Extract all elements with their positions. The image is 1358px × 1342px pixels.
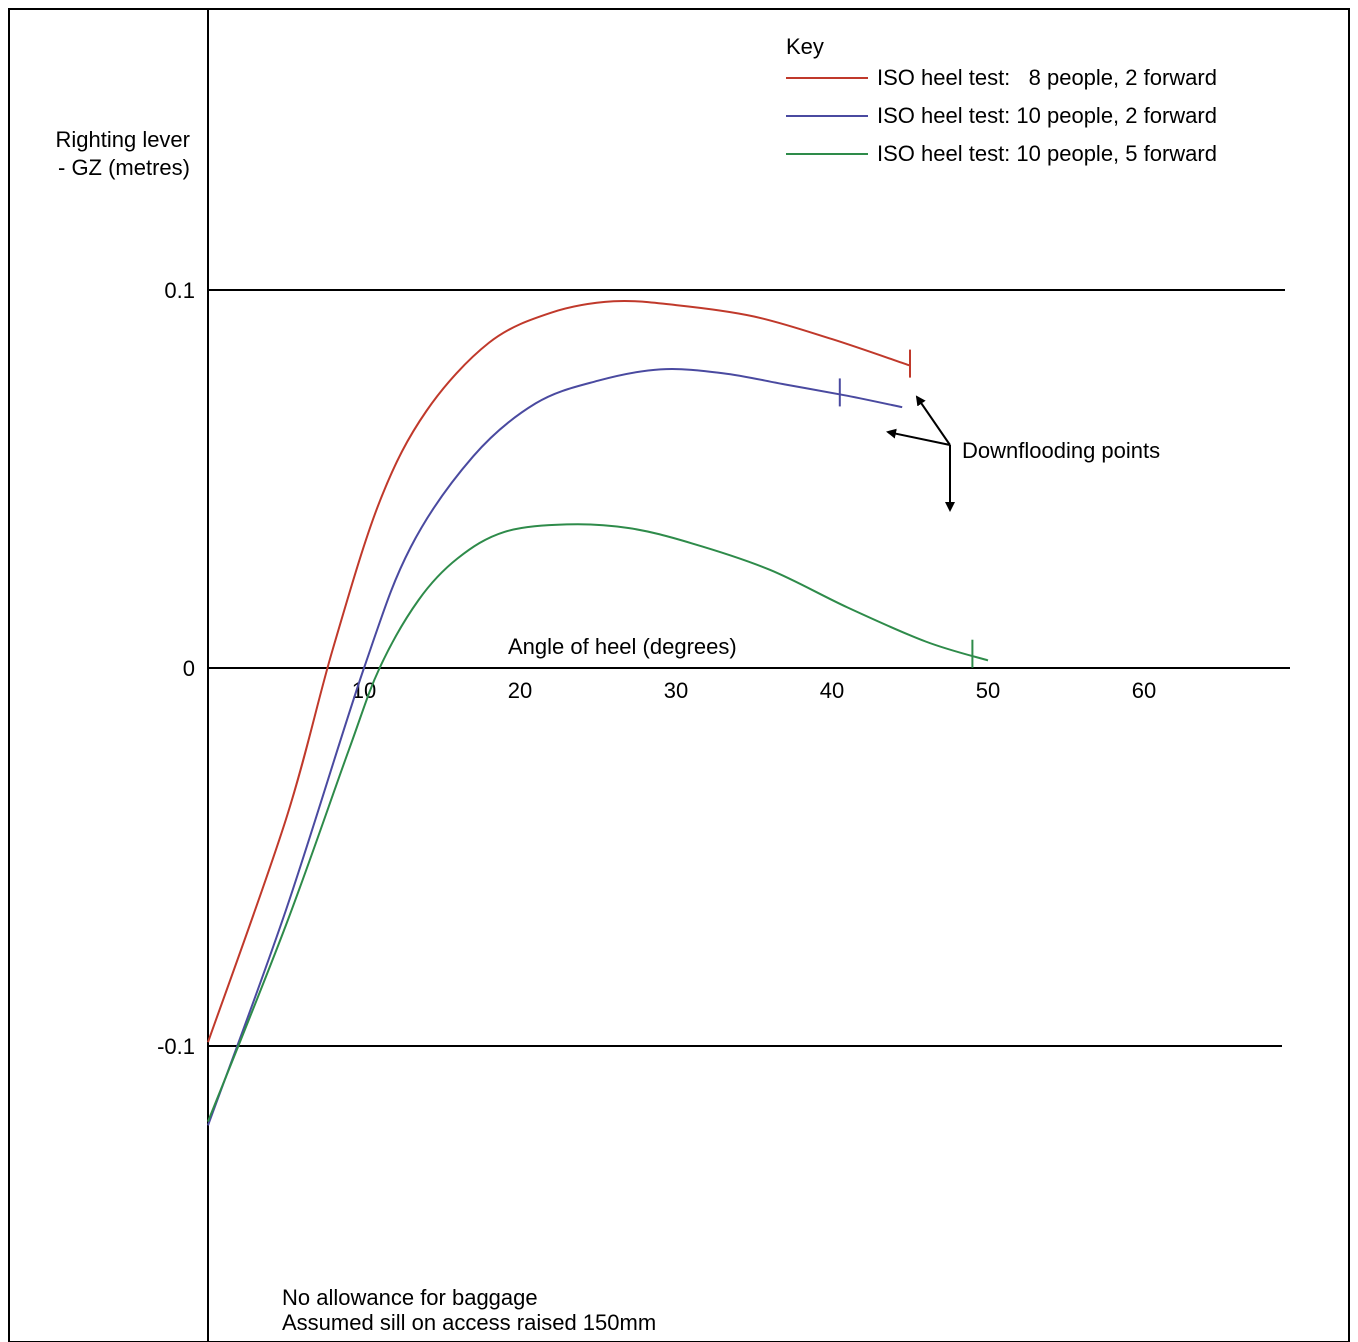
legend-label-1: ISO heel test: 8 people, 2 forward (877, 65, 1217, 90)
legend-title: Key (786, 34, 824, 59)
series-line-1 (207, 300, 911, 1043)
downflooding-annotation: Downflooding points (886, 395, 1160, 512)
downflooding-marks (838, 349, 974, 668)
downflooding-label: Downflooding points (962, 438, 1160, 463)
x-tick-label: 50 (976, 678, 1000, 703)
legend-label-3: ISO heel test: 10 people, 5 forward (877, 141, 1217, 166)
x-tick-labels: 10 20 30 40 50 60 (352, 678, 1156, 703)
y-axis-label-line2: - GZ (metres) (58, 155, 190, 180)
y-tick-label: 0 (183, 656, 195, 681)
x-tick-label: 40 (820, 678, 844, 703)
x-tick-label: 60 (1132, 678, 1156, 703)
series-lines (207, 300, 989, 1126)
x-axis-label: Angle of heel (degrees) (508, 634, 737, 659)
y-tick-labels: 0.1 0 -0.1 (157, 278, 195, 1059)
arrow-up-left (915, 395, 951, 446)
series-line-2 (207, 368, 903, 1126)
legend: Key ISO heel test: 8 people, 2 forward I… (786, 34, 1217, 166)
chart-frame (8, 8, 1350, 1342)
y-tick-label: 0.1 (164, 278, 195, 303)
note-line2: Assumed sill on access raised 150mm (282, 1310, 656, 1335)
x-tick-label: 20 (508, 678, 532, 703)
x-tick-label: 30 (664, 678, 688, 703)
note-line1: No allowance for baggage (282, 1285, 538, 1310)
arrow-left (886, 428, 951, 446)
legend-label-2: ISO heel test: 10 people, 2 forward (877, 103, 1217, 128)
y-axis-label-line1: Righting lever (55, 127, 190, 152)
y-tick-label: -0.1 (157, 1034, 195, 1059)
series-line-3 (207, 523, 989, 1122)
